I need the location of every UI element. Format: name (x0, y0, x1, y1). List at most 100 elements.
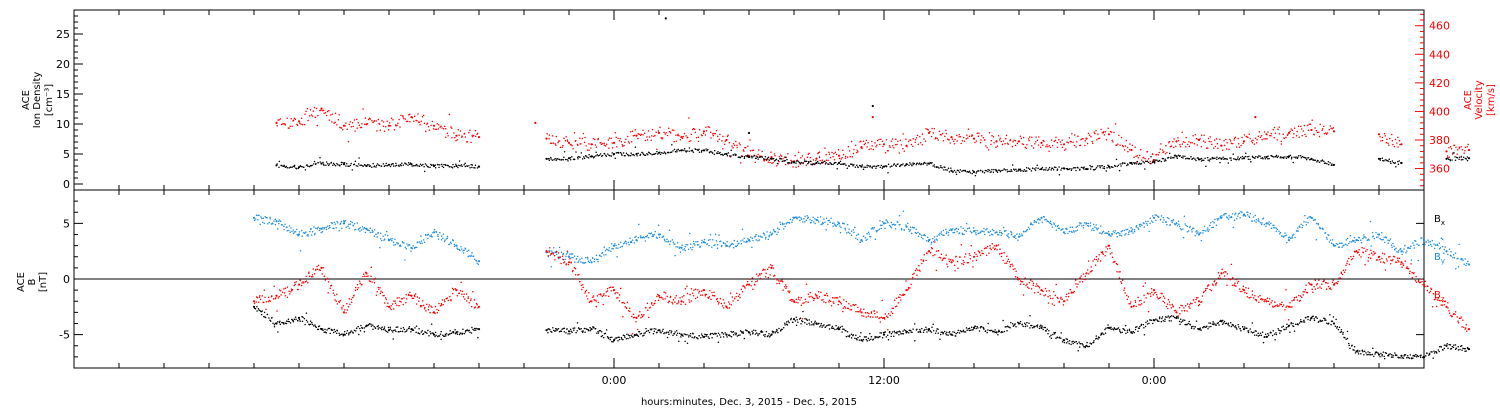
data-point (1396, 251, 1398, 253)
data-point (336, 220, 338, 223)
data-point (715, 129, 718, 132)
data-point (651, 302, 653, 304)
data-point (755, 273, 758, 275)
data-point (1400, 250, 1403, 253)
data-point (477, 328, 481, 331)
data-point (915, 232, 918, 235)
data-point (675, 134, 677, 136)
data-point (990, 143, 992, 146)
data-point (367, 275, 369, 277)
data-point (686, 285, 688, 287)
data-point (1028, 228, 1031, 230)
data-point (1191, 142, 1193, 144)
data-point (1084, 275, 1087, 278)
data-point (477, 165, 480, 168)
data-point (1385, 237, 1388, 239)
data-point (1107, 230, 1110, 233)
data-point (859, 310, 861, 312)
data-point (1083, 166, 1085, 168)
data-point (630, 152, 632, 154)
data-point (630, 241, 633, 244)
data-point (1084, 168, 1087, 170)
data-point (1383, 241, 1386, 244)
data-point (747, 237, 749, 240)
data-point (438, 164, 441, 166)
data-point (1057, 297, 1059, 300)
data-point (466, 141, 469, 143)
data-point (294, 281, 296, 284)
data-point (265, 308, 267, 311)
data-point (577, 144, 579, 147)
data-point (286, 229, 289, 232)
data-point (275, 121, 278, 124)
data-point (868, 312, 870, 315)
data-point (787, 153, 789, 155)
data-point (427, 309, 430, 311)
data-point (1300, 223, 1302, 226)
data-point (1025, 147, 1028, 149)
data-point (348, 223, 350, 225)
data-point (1217, 147, 1219, 150)
data-point (1006, 234, 1008, 236)
data-point (1073, 290, 1075, 293)
data-point (1267, 155, 1269, 157)
data-point (403, 117, 405, 120)
data-point (1397, 146, 1399, 148)
data-point (276, 228, 279, 230)
data-point (648, 152, 651, 154)
data-point (1329, 125, 1332, 127)
data-point (1001, 143, 1004, 146)
data-point (1350, 241, 1353, 243)
data-point (792, 166, 794, 168)
data-point (845, 300, 848, 303)
data-point (276, 310, 278, 312)
data-point (702, 132, 705, 135)
data-point (1314, 279, 1317, 282)
data-point (1358, 254, 1361, 256)
data-point (471, 252, 473, 254)
data-point (775, 278, 777, 280)
data-point (617, 297, 619, 299)
data-point (1168, 141, 1170, 144)
data-point (1277, 128, 1279, 130)
data-point (982, 252, 984, 255)
data-point (1412, 242, 1414, 244)
data-point (648, 136, 651, 138)
data-point (1172, 141, 1174, 143)
data-point (301, 235, 303, 237)
data-point (332, 289, 334, 291)
data-point (1287, 318, 1290, 321)
data-point (287, 318, 290, 320)
data-point (274, 322, 277, 325)
data-point (894, 227, 897, 230)
data-point (635, 316, 638, 319)
data-point (334, 330, 337, 333)
data-point (293, 164, 296, 167)
data-point (1377, 353, 1381, 356)
data-point (322, 163, 325, 165)
data-point (992, 247, 994, 249)
data-point (1163, 219, 1165, 221)
data-point (1453, 257, 1456, 259)
data-point (864, 142, 867, 144)
data-point (707, 239, 710, 241)
data-point (705, 129, 708, 132)
data-point (1076, 225, 1079, 227)
data-point (993, 141, 995, 144)
data-point (331, 113, 334, 115)
data-point (1081, 225, 1083, 227)
data-point (1066, 299, 1069, 301)
data-point (583, 141, 586, 144)
data-point (1296, 130, 1298, 133)
data-point (305, 275, 307, 278)
data-point (1028, 168, 1031, 171)
data-point (1422, 239, 1426, 242)
data-point (1198, 303, 1201, 306)
data-point (1051, 303, 1054, 305)
data-point (1075, 230, 1077, 232)
data-point (349, 303, 351, 306)
data-point (1234, 212, 1237, 215)
data-point (945, 254, 947, 256)
data-point (1313, 159, 1315, 162)
data-point (1291, 236, 1293, 238)
